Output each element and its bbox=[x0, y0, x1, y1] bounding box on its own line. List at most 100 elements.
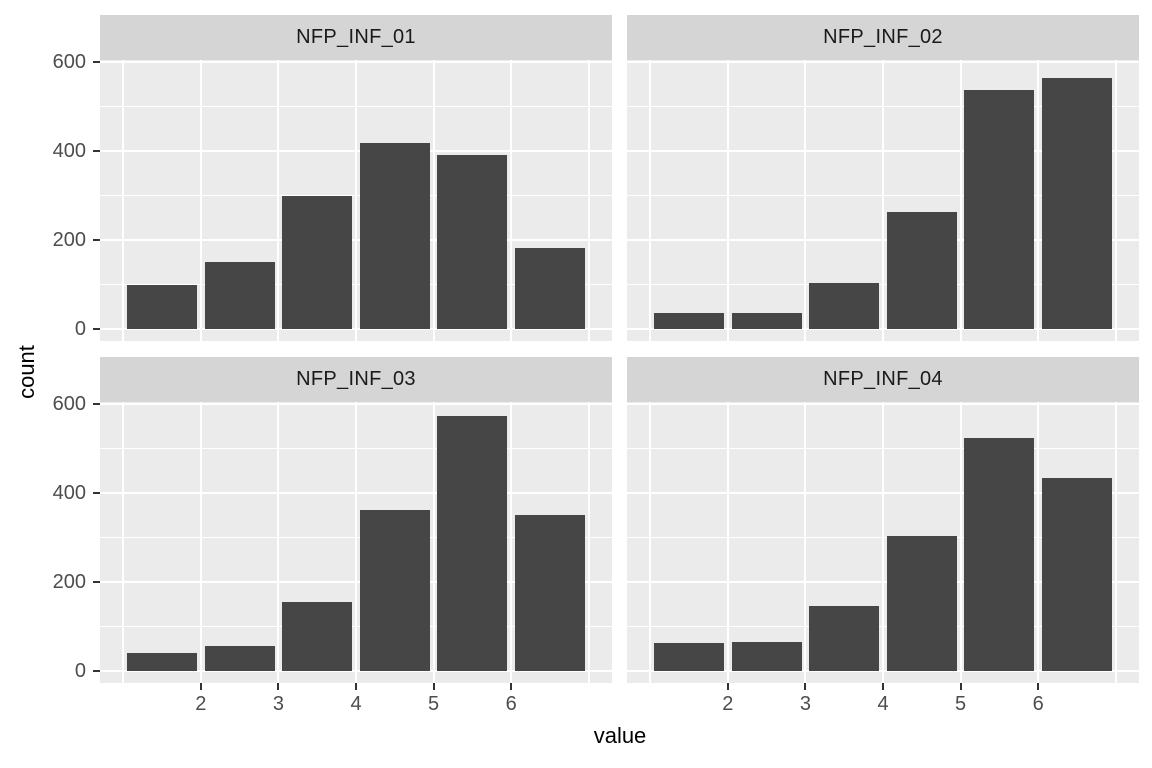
gridline-major-v bbox=[959, 60, 962, 341]
y-tick-mark bbox=[93, 581, 100, 583]
facet-panel bbox=[627, 60, 1139, 341]
histogram-bar bbox=[731, 641, 802, 671]
gridline-major-v bbox=[277, 60, 280, 341]
gridline-major-v bbox=[122, 60, 125, 341]
y-tick-mark bbox=[93, 492, 100, 494]
gridline-major-v bbox=[355, 402, 357, 683]
x-tick-mark bbox=[432, 683, 435, 690]
y-tick-label: 400 bbox=[52, 140, 86, 162]
gridline-major-v bbox=[355, 60, 357, 341]
gridline-major-v bbox=[726, 60, 729, 341]
y-tick-mark bbox=[93, 328, 100, 330]
facet-panel bbox=[100, 402, 612, 683]
facet-strip: NFP_INF_04 bbox=[627, 357, 1139, 402]
histogram-bar bbox=[282, 602, 353, 671]
x-tick-mark bbox=[804, 683, 807, 690]
x-tick-label: 5 bbox=[955, 693, 967, 715]
gridline-major-v bbox=[432, 402, 435, 683]
histogram-bar bbox=[809, 606, 880, 671]
x-tick-mark bbox=[959, 683, 962, 690]
x-tick-mark bbox=[882, 683, 884, 690]
gridline-major-v bbox=[649, 402, 652, 683]
y-tick-label: 0 bbox=[74, 318, 86, 340]
y-tick-label: 200 bbox=[52, 229, 86, 251]
gridline-major-v bbox=[510, 402, 513, 683]
y-tick-mark bbox=[93, 670, 100, 672]
histogram-bar bbox=[515, 248, 585, 329]
histogram-bar bbox=[731, 312, 802, 329]
histogram-bar bbox=[127, 284, 197, 329]
x-tick-label: 6 bbox=[1032, 693, 1044, 715]
x-tick-label: 6 bbox=[505, 693, 517, 715]
x-tick-mark bbox=[726, 683, 729, 690]
facet-title: NFP_INF_02 bbox=[823, 26, 943, 48]
gridline-major-v bbox=[432, 60, 435, 341]
y-tick-label: 600 bbox=[52, 51, 86, 73]
x-tick-label: 3 bbox=[799, 693, 811, 715]
histogram-bar bbox=[964, 90, 1035, 329]
histogram-bar bbox=[204, 261, 275, 329]
facet-title: NFP_INF_01 bbox=[296, 26, 416, 48]
y-tick-label: 200 bbox=[52, 571, 86, 593]
histogram-bar bbox=[654, 312, 724, 329]
gridline-major-v bbox=[804, 60, 807, 341]
x-tick-label: 4 bbox=[350, 693, 362, 715]
histogram-bar bbox=[886, 536, 957, 671]
x-tick-label: 3 bbox=[272, 693, 284, 715]
histogram-bar bbox=[1042, 77, 1112, 329]
histogram-bar bbox=[437, 154, 508, 329]
x-tick-mark bbox=[199, 683, 202, 690]
gridline-major-v bbox=[1037, 402, 1040, 683]
facet-strip: NFP_INF_02 bbox=[627, 15, 1139, 60]
x-tick-mark bbox=[355, 683, 357, 690]
gridline-major-v bbox=[1114, 60, 1117, 341]
gridline-major-v bbox=[882, 60, 884, 341]
histogram-bar bbox=[654, 642, 724, 671]
histogram-bar bbox=[127, 653, 197, 671]
gridline-major-v bbox=[587, 60, 590, 341]
histogram-bar bbox=[359, 143, 430, 329]
gridline-major-v bbox=[1037, 60, 1040, 341]
y-tick-mark bbox=[93, 150, 100, 152]
histogram-bar bbox=[1042, 478, 1112, 671]
histogram-bar bbox=[437, 416, 508, 671]
facet-title: NFP_INF_04 bbox=[823, 368, 943, 390]
y-tick-label: 0 bbox=[74, 660, 86, 682]
y-tick-label: 400 bbox=[52, 482, 86, 504]
histogram-bar bbox=[809, 283, 880, 329]
facet-panel bbox=[100, 60, 612, 341]
x-tick-mark bbox=[510, 683, 513, 690]
x-tick-label: 2 bbox=[195, 693, 207, 715]
x-tick-mark bbox=[1037, 683, 1040, 690]
y-axis-title: count bbox=[14, 345, 39, 399]
gridline-major-v bbox=[1114, 402, 1117, 683]
facet-title: NFP_INF_03 bbox=[296, 368, 416, 390]
facet-panel bbox=[627, 402, 1139, 683]
histogram-bar bbox=[204, 645, 275, 671]
y-tick-label: 600 bbox=[52, 393, 86, 415]
histogram-bar bbox=[886, 211, 957, 329]
x-tick-label: 4 bbox=[877, 693, 889, 715]
gridline-major-v bbox=[510, 60, 513, 341]
gridline-major-v bbox=[959, 402, 962, 683]
gridline-major-v bbox=[277, 402, 280, 683]
gridline-major-v bbox=[122, 402, 125, 683]
gridline-major-v bbox=[587, 402, 590, 683]
x-tick-mark bbox=[277, 683, 280, 690]
gridline-major-v bbox=[804, 402, 807, 683]
gridline-major-v bbox=[882, 402, 884, 683]
y-tick-mark bbox=[93, 403, 100, 405]
histogram-bar bbox=[515, 514, 585, 671]
y-tick-mark bbox=[93, 239, 100, 241]
facet-strip: NFP_INF_03 bbox=[100, 357, 612, 402]
histogram-bar bbox=[282, 196, 353, 329]
x-tick-label: 2 bbox=[722, 693, 734, 715]
gridline-major-v bbox=[199, 60, 202, 341]
y-tick-mark bbox=[93, 61, 100, 63]
histogram-bar bbox=[964, 437, 1035, 671]
x-tick-label: 5 bbox=[428, 693, 440, 715]
gridline-major-v bbox=[649, 60, 652, 341]
gridline-major-v bbox=[199, 402, 202, 683]
facet-strip: NFP_INF_01 bbox=[100, 15, 612, 60]
